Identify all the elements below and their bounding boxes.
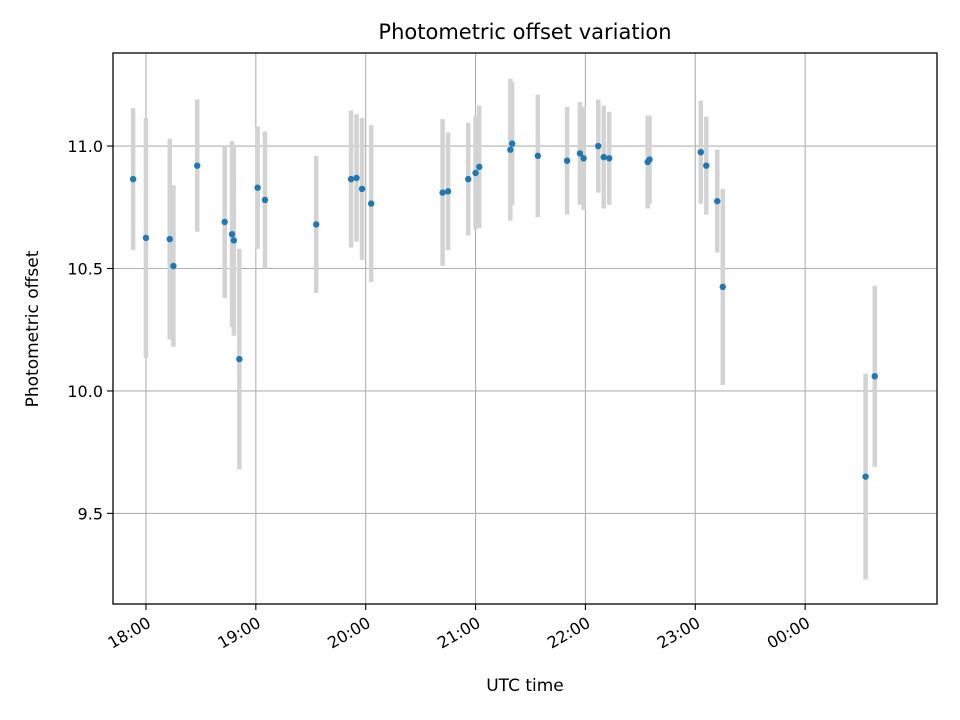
data-point — [580, 155, 587, 162]
x-tick-label: 20:00 — [324, 613, 373, 653]
data-point — [228, 231, 236, 238]
data-point — [367, 200, 375, 207]
data-point — [170, 262, 177, 270]
data-point — [871, 373, 878, 380]
data-point — [595, 142, 602, 150]
data-point — [534, 152, 542, 160]
data-point — [236, 355, 243, 363]
grid-lines — [113, 53, 937, 604]
y-tick-label: 11.0 — [67, 137, 103, 156]
data-point — [347, 175, 355, 183]
plot-frame — [112, 52, 938, 605]
data-point — [313, 221, 320, 228]
data-point — [261, 196, 269, 204]
x-tick-label: 21:00 — [434, 613, 483, 653]
error-bars — [130, 78, 877, 580]
data-point — [472, 169, 479, 177]
data-point — [600, 153, 607, 161]
data-point — [507, 146, 514, 153]
data-point — [142, 234, 150, 242]
y-tick-label: 10.5 — [67, 260, 103, 279]
data-point — [444, 188, 452, 195]
data-point — [353, 174, 360, 182]
y-axis-label: Photometric offset — [23, 250, 43, 407]
x-tick-label: 00:00 — [764, 613, 813, 653]
data-point — [862, 473, 869, 480]
data-point — [254, 184, 261, 191]
data-point — [606, 155, 613, 162]
data-point — [476, 163, 483, 171]
data-point — [576, 150, 584, 157]
data-point — [703, 162, 710, 169]
data-point — [230, 237, 238, 244]
y-axis-ticks: 9.5 10.0 10.5 11.0 — [67, 137, 113, 523]
x-axis-label: UTC time — [486, 676, 564, 696]
x-tick-label: 22:00 — [544, 613, 593, 653]
x-axis-ticks: 18:00 19:00 20:00 21:00 22:00 23:00 00:00 — [105, 604, 813, 653]
x-tick-label: 19:00 — [214, 613, 263, 653]
data-point — [714, 197, 721, 205]
data-point — [166, 235, 173, 243]
y-tick-label: 10.0 — [67, 382, 103, 401]
data-point — [358, 185, 366, 193]
data-points — [129, 140, 878, 480]
y-tick-label: 9.5 — [78, 504, 103, 523]
data-point — [508, 140, 516, 147]
x-tick-label: 18:00 — [105, 613, 154, 653]
data-point — [465, 175, 472, 183]
data-point — [194, 162, 201, 169]
x-tick-label: 23:00 — [654, 613, 703, 653]
data-point — [646, 156, 653, 163]
data-point — [129, 175, 137, 183]
data-point — [221, 218, 228, 226]
data-point — [719, 283, 726, 291]
data-point — [697, 148, 704, 156]
data-point — [439, 189, 446, 196]
chart-title: Photometric offset variation — [378, 20, 671, 44]
data-point — [563, 157, 571, 164]
